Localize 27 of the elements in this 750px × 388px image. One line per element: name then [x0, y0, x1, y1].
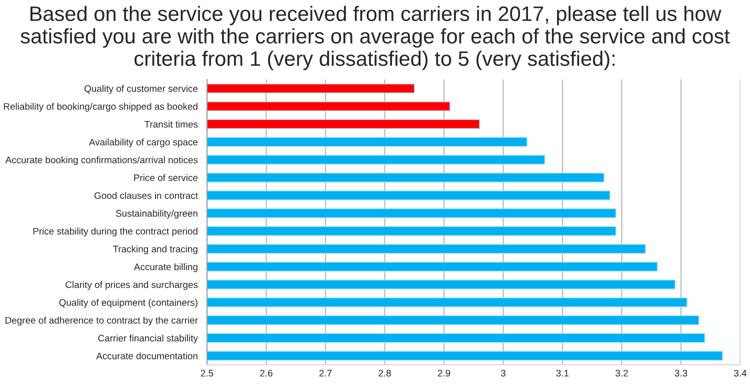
x-tick-label: 3.1 [556, 370, 569, 377]
y-tick-label: Degree of adherence to contract by the carrier [6, 316, 198, 326]
x-tick-label: 3.2 [616, 370, 628, 377]
y-tick-label: Accurate documentation [96, 352, 198, 360]
x-tick-label: 2.9 [438, 370, 450, 377]
y-tick-label: Availability of cargo space [88, 138, 198, 148]
y-tick-label: Tracking and tracing [112, 245, 198, 254]
x-tick-label: 2.8 [378, 370, 391, 377]
x-tick-label: 2.6 [260, 370, 272, 377]
y-tick-label: Clarity of prices and surcharges [66, 281, 198, 290]
x-tick-label: 2.5 [200, 370, 214, 377]
chart-title: Based on the service you received from carriers in 2017, please tell us how satisfied you are with the carriers on average for each of the service and cost criteria from 1 (very dissatisfied) to 5 (very satisfied): [20, 6, 730, 70]
x-tick-label: 3.4 [734, 370, 747, 377]
x-tick-label: 2.7 [319, 370, 332, 376]
y-tick-label: Quality of equipment (containers) [59, 298, 198, 308]
y-tick-label: Price stability during the contract period [33, 228, 198, 236]
y-tick-label: Accurate booking confirmations/arrival notices [5, 156, 198, 166]
y-tick-label: Carrier financial stability [98, 334, 198, 344]
y-tick-label: Quality of customer service [84, 85, 198, 94]
y-tick-label: Accurate billing [134, 263, 198, 272]
y-tick-label: Price of service [134, 174, 198, 182]
x-tick-label: 3.3 [674, 370, 688, 377]
y-tick-label: Sustainability/green [116, 210, 198, 219]
y-tick-label: Reliability of booking/cargo shipped as booked [4, 102, 198, 112]
y-tick-label: Good clauses in contract [94, 192, 198, 199]
y-tick-label: Transit times [144, 120, 198, 128]
x-tick-label: 3 [500, 370, 506, 377]
